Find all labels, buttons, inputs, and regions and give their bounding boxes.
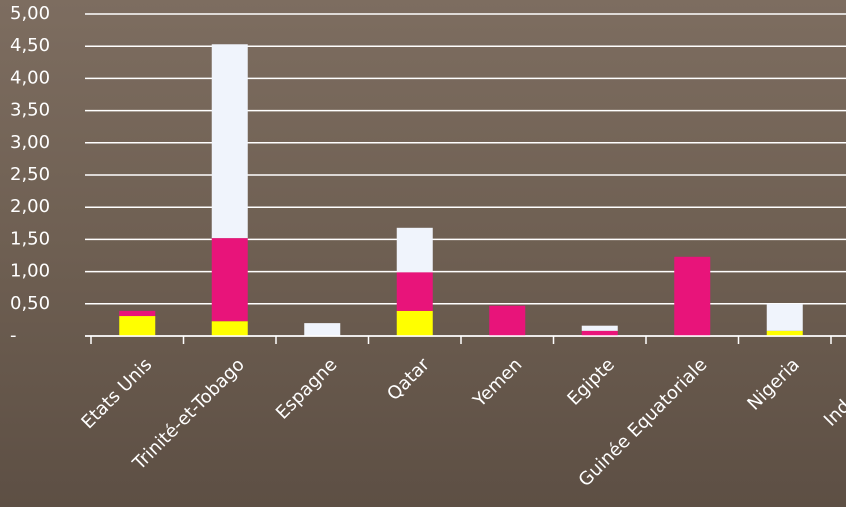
y-tick-label: 4,00: [10, 67, 50, 88]
bar-segment: [766, 303, 803, 331]
bar-segment: [674, 256, 711, 336]
bar-segment: [396, 310, 433, 336]
y-tick-label: 2,00: [10, 196, 50, 217]
bar-segment: [581, 330, 618, 336]
y-tick-label: 4,50: [10, 35, 50, 56]
y-tick-label: 2,50: [10, 164, 50, 185]
bar-segment: [396, 272, 433, 311]
y-tick-label: -: [10, 325, 17, 346]
bar-segment: [211, 321, 248, 336]
bar-segment: [581, 325, 618, 331]
bar-segment: [211, 44, 248, 239]
y-tick-label: 3,00: [10, 132, 50, 153]
y-tick-label: 3,50: [10, 100, 50, 121]
y-tick-label: 1,50: [10, 228, 50, 249]
bar-segment: [766, 330, 803, 336]
bar-segment: [211, 238, 248, 322]
y-tick-label: 5,00: [10, 3, 50, 24]
bar-segment: [119, 316, 156, 336]
y-tick-label: 0,50: [10, 293, 50, 314]
y-tick-label: 1,00: [10, 261, 50, 282]
bar-segment: [489, 305, 526, 336]
bar-segment: [396, 227, 433, 273]
bar-segment: [304, 323, 341, 336]
bar-segment: [119, 310, 156, 317]
